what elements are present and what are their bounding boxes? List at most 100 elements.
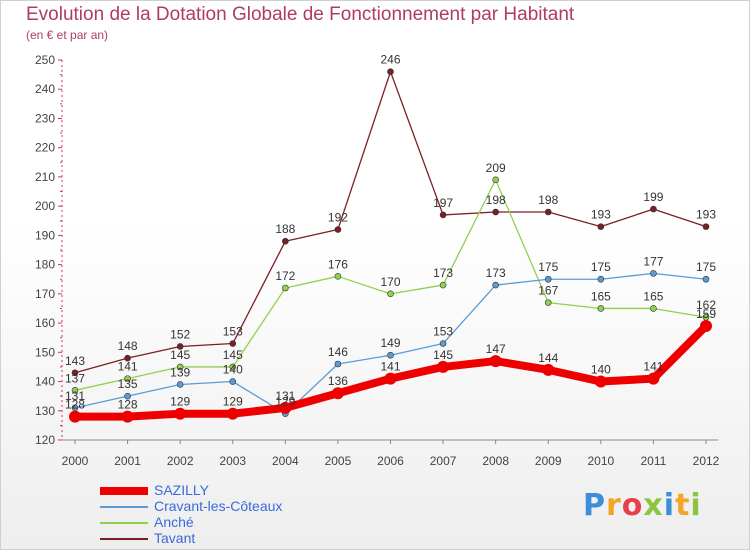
data-point bbox=[544, 275, 552, 283]
data-label: 176 bbox=[328, 257, 348, 271]
data-label: 148 bbox=[118, 339, 138, 353]
data-label: 209 bbox=[486, 161, 506, 175]
data-label: 140 bbox=[223, 363, 243, 377]
data-label: 165 bbox=[591, 289, 611, 303]
data-point bbox=[700, 320, 712, 332]
data-point bbox=[597, 223, 605, 230]
legend-item: Anché bbox=[100, 514, 360, 531]
chart-title: Evolution de la Dotation Globale de Fonc… bbox=[26, 4, 575, 25]
x-tick-label: 2005 bbox=[325, 454, 352, 468]
data-point bbox=[492, 281, 499, 289]
data-point bbox=[544, 299, 552, 306]
data-label: 172 bbox=[275, 269, 295, 283]
data-point bbox=[229, 340, 237, 347]
data-label: 193 bbox=[591, 208, 611, 222]
data-label: 141 bbox=[380, 360, 400, 374]
data-point bbox=[121, 410, 134, 423]
data-label: 159 bbox=[696, 307, 716, 321]
data-point bbox=[229, 363, 237, 371]
data-point bbox=[492, 176, 499, 184]
legend-swatch bbox=[100, 522, 148, 524]
data-label: 129 bbox=[170, 395, 190, 409]
data-point bbox=[334, 360, 342, 368]
data-label: 175 bbox=[538, 260, 558, 274]
y-tick-label: 240 bbox=[35, 82, 55, 96]
data-label: 145 bbox=[170, 348, 190, 362]
legend-label: Cravant-les-Côteaux bbox=[154, 498, 283, 514]
data-point bbox=[439, 211, 447, 219]
data-point bbox=[437, 360, 450, 373]
data-label: 131 bbox=[65, 389, 85, 403]
data-point bbox=[542, 363, 555, 376]
data-label: 141 bbox=[118, 360, 138, 374]
data-point bbox=[387, 351, 394, 359]
y-tick-label: 230 bbox=[35, 111, 55, 125]
data-point bbox=[439, 281, 447, 289]
data-label: 153 bbox=[433, 325, 453, 339]
data-label: 175 bbox=[696, 260, 716, 274]
data-point bbox=[384, 372, 397, 385]
data-point bbox=[71, 387, 79, 394]
data-point bbox=[702, 275, 710, 283]
data-label: 199 bbox=[643, 190, 663, 204]
y-tick-label: 220 bbox=[35, 141, 55, 155]
x-tick-label: 2003 bbox=[219, 454, 246, 468]
legend-swatch bbox=[100, 538, 148, 540]
data-label: 175 bbox=[591, 260, 611, 274]
data-point bbox=[279, 401, 292, 414]
data-point bbox=[387, 68, 394, 75]
data-label: 140 bbox=[591, 363, 611, 377]
legend-label: SAZILLY bbox=[154, 482, 209, 498]
data-label: 173 bbox=[486, 266, 506, 280]
x-tick-label: 2001 bbox=[114, 454, 141, 468]
x-tick-label: 2007 bbox=[430, 454, 457, 468]
data-label: 128 bbox=[65, 398, 85, 412]
legend-swatch bbox=[100, 506, 148, 508]
data-point bbox=[650, 270, 657, 277]
x-tick-label: 2010 bbox=[587, 454, 614, 468]
y-tick-label: 250 bbox=[35, 53, 55, 67]
legend-item: Tavant bbox=[100, 530, 360, 547]
data-point bbox=[71, 369, 79, 377]
data-point bbox=[124, 392, 131, 400]
data-point bbox=[176, 363, 184, 371]
legend-label: Anché bbox=[154, 514, 194, 530]
data-label: 198 bbox=[538, 193, 558, 207]
data-point bbox=[282, 284, 289, 292]
data-point bbox=[650, 205, 657, 213]
data-point bbox=[334, 273, 342, 280]
data-point bbox=[334, 226, 342, 233]
data-point bbox=[439, 340, 447, 347]
data-point bbox=[702, 223, 710, 230]
data-label: 147 bbox=[486, 342, 506, 356]
data-point bbox=[597, 275, 605, 283]
data-label: 198 bbox=[486, 193, 506, 207]
data-label: 167 bbox=[538, 284, 558, 298]
data-label: 131 bbox=[275, 389, 295, 403]
legend-item: SAZILLY bbox=[100, 482, 360, 499]
data-label: 192 bbox=[328, 211, 348, 225]
y-tick-label: 190 bbox=[35, 228, 55, 242]
data-point bbox=[282, 237, 289, 245]
x-tick-label: 2008 bbox=[482, 454, 509, 468]
data-label: 197 bbox=[433, 196, 453, 210]
y-tick-label: 210 bbox=[35, 170, 55, 184]
data-label: 128 bbox=[118, 398, 138, 412]
data-label: 173 bbox=[433, 266, 453, 280]
y-tick-label: 180 bbox=[35, 258, 55, 272]
y-tick-label: 200 bbox=[35, 199, 55, 213]
x-tick-label: 2009 bbox=[535, 454, 562, 468]
data-point bbox=[544, 208, 552, 216]
data-label: 139 bbox=[170, 365, 190, 379]
data-label: 153 bbox=[223, 325, 243, 339]
data-point bbox=[124, 375, 131, 382]
data-label: 149 bbox=[380, 336, 400, 350]
x-tick-label: 2012 bbox=[693, 454, 720, 468]
data-label: 165 bbox=[643, 289, 663, 303]
data-label: 129 bbox=[223, 395, 243, 409]
data-point bbox=[69, 410, 81, 423]
data-point bbox=[594, 375, 607, 388]
data-label: 246 bbox=[380, 53, 400, 67]
